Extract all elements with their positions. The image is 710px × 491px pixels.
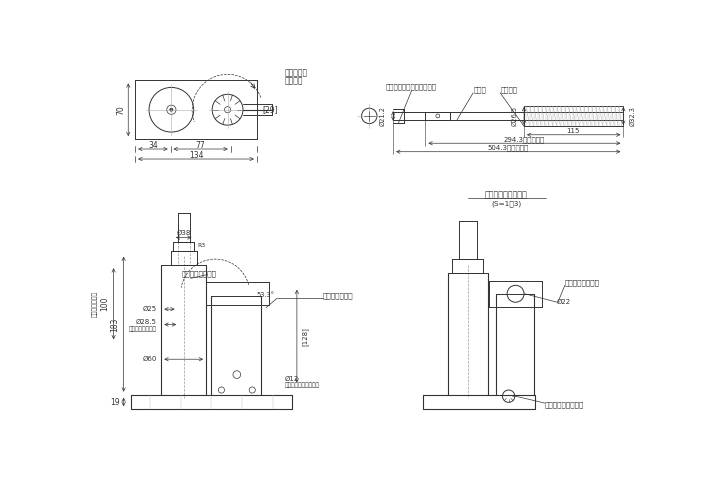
Text: 操作レバー: 操作レバー bbox=[285, 68, 307, 77]
Text: レバーソケット: レバーソケット bbox=[323, 292, 354, 299]
Text: （シリンダ内径）: （シリンダ内径） bbox=[129, 327, 157, 332]
Text: Ø12: Ø12 bbox=[285, 376, 299, 382]
Text: (S=1：3): (S=1：3) bbox=[491, 200, 521, 207]
Text: Ø22: Ø22 bbox=[557, 299, 572, 304]
Text: 134: 134 bbox=[189, 151, 203, 160]
Text: R3: R3 bbox=[197, 243, 206, 248]
Text: オイルフィリング: オイルフィリング bbox=[181, 271, 217, 277]
Text: Ø26.5: Ø26.5 bbox=[512, 106, 518, 126]
Text: Ø38: Ø38 bbox=[177, 230, 191, 236]
Text: 115: 115 bbox=[567, 128, 580, 134]
Text: Ø21.2: Ø21.2 bbox=[379, 106, 386, 126]
Text: 294.3（最短長）: 294.3（最短長） bbox=[503, 136, 545, 143]
Text: リリーズスクリュウ差込口: リリーズスクリュウ差込口 bbox=[386, 83, 437, 90]
Text: 伸縮式: 伸縮式 bbox=[474, 86, 486, 93]
Text: Ø28.5: Ø28.5 bbox=[136, 319, 157, 325]
Text: 70: 70 bbox=[116, 105, 125, 114]
Text: 専用操作レバー詳細: 専用操作レバー詳細 bbox=[485, 191, 528, 200]
Text: 504.3（最伸長）: 504.3（最伸長） bbox=[487, 144, 528, 151]
Circle shape bbox=[170, 108, 173, 111]
Text: Ø60: Ø60 bbox=[143, 356, 157, 362]
Text: 34: 34 bbox=[148, 140, 158, 150]
Text: （ポンプピストン径）: （ポンプピストン径） bbox=[285, 382, 320, 388]
Text: 183: 183 bbox=[111, 317, 120, 332]
Text: 100: 100 bbox=[100, 297, 109, 311]
Text: リリーズスクリュウ: リリーズスクリュウ bbox=[545, 401, 584, 408]
Text: （ストローク）: （ストローク） bbox=[92, 291, 98, 317]
Text: [128]: [128] bbox=[302, 327, 309, 346]
Text: 19: 19 bbox=[110, 398, 120, 407]
Text: ストッパ: ストッパ bbox=[500, 86, 517, 93]
Text: 77: 77 bbox=[196, 140, 205, 150]
Text: [29]: [29] bbox=[262, 105, 278, 114]
Text: 回転方向: 回転方向 bbox=[285, 76, 303, 85]
Text: Ø32.3: Ø32.3 bbox=[630, 106, 635, 126]
Text: Ø25: Ø25 bbox=[143, 306, 157, 312]
Text: 53.3°: 53.3° bbox=[256, 292, 274, 299]
Text: 操作レバー差込口: 操作レバー差込口 bbox=[565, 280, 600, 286]
